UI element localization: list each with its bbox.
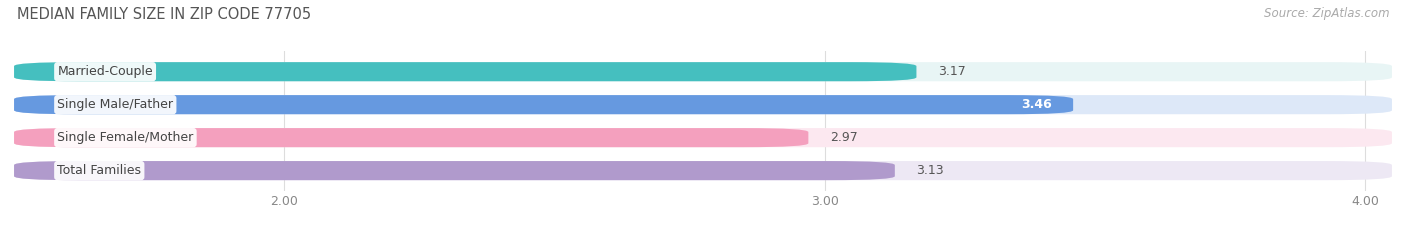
FancyBboxPatch shape [14,161,1392,180]
Text: MEDIAN FAMILY SIZE IN ZIP CODE 77705: MEDIAN FAMILY SIZE IN ZIP CODE 77705 [17,7,311,22]
FancyBboxPatch shape [14,62,917,81]
Text: 2.97: 2.97 [830,131,858,144]
Text: Source: ZipAtlas.com: Source: ZipAtlas.com [1264,7,1389,20]
FancyBboxPatch shape [14,95,1073,114]
FancyBboxPatch shape [14,128,808,147]
Text: Married-Couple: Married-Couple [58,65,153,78]
Text: 3.17: 3.17 [938,65,966,78]
FancyBboxPatch shape [14,95,1392,114]
Text: 3.13: 3.13 [917,164,943,177]
FancyBboxPatch shape [14,161,894,180]
Text: Single Male/Father: Single Male/Father [58,98,173,111]
FancyBboxPatch shape [14,62,1392,81]
Text: 3.46: 3.46 [1021,98,1052,111]
FancyBboxPatch shape [14,128,1392,147]
Text: Total Families: Total Families [58,164,141,177]
Text: Single Female/Mother: Single Female/Mother [58,131,194,144]
